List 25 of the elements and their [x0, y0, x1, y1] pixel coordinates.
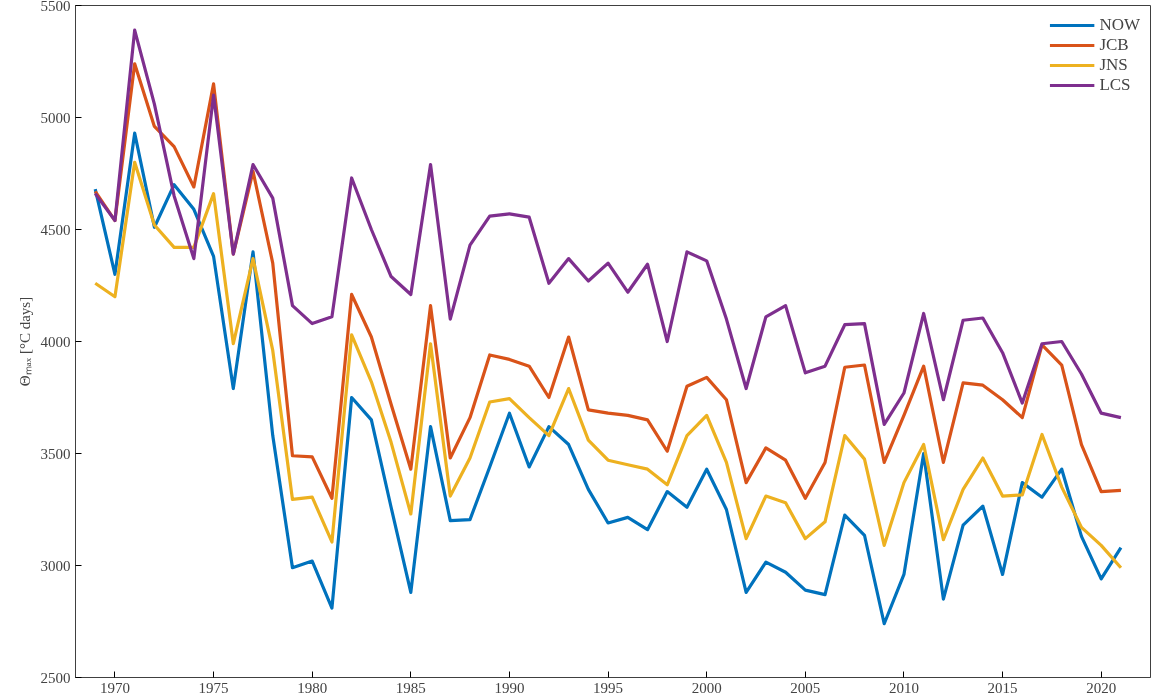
x-tick-label: 1975: [198, 679, 229, 696]
x-tick-label: 1980: [297, 679, 328, 696]
y-tick-label: 4000: [40, 333, 71, 350]
x-tick-label: 1990: [494, 679, 525, 696]
legend-label: JCB: [1099, 35, 1129, 55]
y-tick-label: 5000: [40, 109, 71, 126]
x-tick-label: 2010: [888, 679, 919, 696]
x-tick-label: 1985: [395, 679, 426, 696]
y-tick-label: 5500: [40, 0, 71, 14]
x-tick-label: 2005: [790, 679, 821, 696]
x-tick-label: 2000: [691, 679, 722, 696]
line-series: [93, 131, 1123, 626]
x-tick-label: 2015: [987, 679, 1018, 696]
line-series: [93, 160, 1123, 570]
x-tick-label: 2020: [1086, 679, 1117, 696]
y-tick-label: 3500: [40, 445, 71, 462]
y-axis-title: Θₘₐₓ [°C days]: [16, 296, 33, 387]
y-tick-label: 4500: [40, 221, 71, 238]
y-tick-label: 3000: [40, 557, 71, 574]
y-tick-label: 2500: [40, 669, 71, 686]
legend-label: NOW: [1099, 15, 1140, 35]
legend-label: JNS: [1099, 55, 1128, 75]
legend-label: LCS: [1099, 75, 1131, 95]
x-tick-label: 1995: [593, 679, 624, 696]
x-tick-label: 1970: [99, 679, 130, 696]
